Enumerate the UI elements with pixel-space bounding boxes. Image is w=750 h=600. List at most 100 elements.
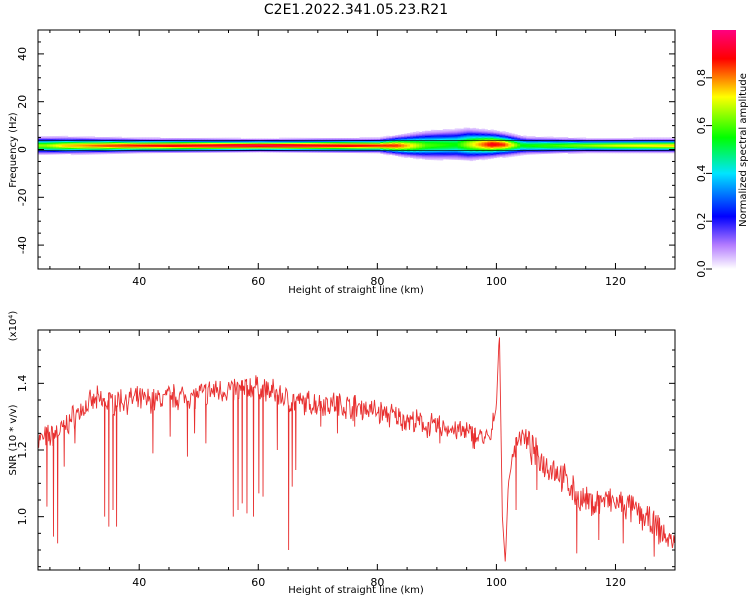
heatmap-cell xyxy=(377,144,381,147)
x-tick-label: 100 xyxy=(486,576,507,589)
heatmap-cell xyxy=(457,140,462,143)
heatmap-cell xyxy=(490,143,494,146)
heatmap-cell xyxy=(657,146,661,149)
heatmap-cell xyxy=(597,148,601,150)
heatmap-cell xyxy=(228,142,232,145)
y-tick-label: -40 xyxy=(16,236,29,254)
heatmap-cell xyxy=(645,144,649,147)
heatmap-cell xyxy=(484,147,488,149)
heatmap-cell xyxy=(40,142,45,144)
heatmap-cell xyxy=(186,139,191,141)
heatmap-cell xyxy=(127,143,131,146)
heatmap-cell xyxy=(430,134,435,137)
heatmap-cell xyxy=(481,141,485,144)
heatmap-cell xyxy=(496,130,500,133)
heatmap-cell xyxy=(460,152,465,155)
heatmap-cell xyxy=(421,140,426,143)
heatmap-cell xyxy=(570,137,575,140)
heatmap-cell xyxy=(177,148,182,151)
heatmap-cell xyxy=(433,144,438,146)
heatmap-cell xyxy=(43,137,48,140)
heatmap-cell xyxy=(82,142,87,145)
heatmap-cell xyxy=(672,145,675,148)
heatmap-cell xyxy=(130,150,134,153)
heatmap-cell xyxy=(362,140,366,143)
heatmap-cell xyxy=(401,136,405,139)
heatmap-cell xyxy=(615,149,619,151)
heatmap-cell xyxy=(94,151,98,154)
heatmap-cell xyxy=(389,150,393,153)
heatmap-cell xyxy=(198,140,203,142)
heatmap-cell xyxy=(407,136,411,139)
heatmap-cell xyxy=(421,146,426,149)
heatmap-cell xyxy=(323,151,328,153)
heatmap-cell xyxy=(624,138,628,141)
heatmap-cell xyxy=(547,146,551,148)
heatmap-cell xyxy=(338,142,343,145)
heatmap-cell xyxy=(591,146,596,149)
heatmap-cell xyxy=(213,145,217,147)
heatmap-cell xyxy=(255,144,259,147)
heatmap-cell xyxy=(267,141,271,143)
heatmap-cell xyxy=(225,146,229,148)
heatmap-cell xyxy=(258,150,262,153)
snr-xlabel: Height of straight line (km) xyxy=(288,585,424,596)
heatmap-cell xyxy=(210,151,215,153)
heatmap-cell xyxy=(145,140,149,143)
heatmap-cell xyxy=(88,149,92,152)
heatmap-cell xyxy=(621,143,625,145)
heatmap-cell xyxy=(64,138,69,140)
heatmap-cell xyxy=(511,133,515,136)
heatmap-cell xyxy=(654,138,658,141)
heatmap-cell xyxy=(139,138,143,141)
heatmap-cell xyxy=(171,145,176,147)
heatmap-cell xyxy=(82,153,87,155)
heatmap-cell xyxy=(609,151,613,154)
heatmap-cell xyxy=(240,148,244,150)
heatmap-cell xyxy=(249,141,253,143)
heatmap-cell xyxy=(386,148,390,151)
heatmap-cell xyxy=(142,151,146,154)
heatmap-cell xyxy=(636,140,640,143)
heatmap-cell xyxy=(314,147,319,150)
heatmap-cell xyxy=(433,153,438,156)
heatmap-cell xyxy=(573,146,578,148)
heatmap-cell xyxy=(121,140,125,142)
heatmap-cell xyxy=(439,134,444,137)
heatmap-cell xyxy=(436,132,441,135)
heatmap-cell xyxy=(481,145,485,148)
heatmap-cell xyxy=(657,142,661,144)
heatmap-cell xyxy=(151,145,155,148)
heatmap-cell xyxy=(487,155,491,157)
heatmap-cell xyxy=(279,143,283,146)
heatmap-cell xyxy=(499,149,503,152)
heatmap-cell xyxy=(338,138,343,140)
heatmap-cell xyxy=(430,138,435,140)
heatmap-cell xyxy=(448,150,453,153)
heatmap-cell xyxy=(46,142,51,144)
heatmap-cell xyxy=(413,139,417,141)
heatmap-cell xyxy=(311,147,316,150)
heatmap-cell xyxy=(347,147,351,150)
heatmap-cell xyxy=(317,137,322,140)
heatmap-cell xyxy=(163,147,167,150)
heatmap-cell xyxy=(127,138,131,141)
heatmap-cell xyxy=(436,151,441,154)
heatmap-cell xyxy=(279,141,283,143)
heatmap-cell xyxy=(359,147,363,150)
heatmap-cell xyxy=(445,144,450,147)
heatmap-cell xyxy=(567,138,572,140)
heatmap-cell xyxy=(445,137,450,140)
heatmap-cell xyxy=(669,148,673,150)
heatmap-cell xyxy=(237,143,241,146)
heatmap-cell xyxy=(189,138,194,140)
heatmap-cell xyxy=(73,145,78,147)
heatmap-cell xyxy=(594,145,599,148)
y-tick-label: 1.0 xyxy=(16,508,29,526)
heatmap-cell xyxy=(112,145,116,147)
heatmap-cell xyxy=(454,135,459,138)
heatmap-cell xyxy=(180,146,185,149)
heatmap-cell xyxy=(541,152,545,155)
heatmap-cell xyxy=(291,140,295,142)
x-tick-label: 120 xyxy=(605,275,626,288)
